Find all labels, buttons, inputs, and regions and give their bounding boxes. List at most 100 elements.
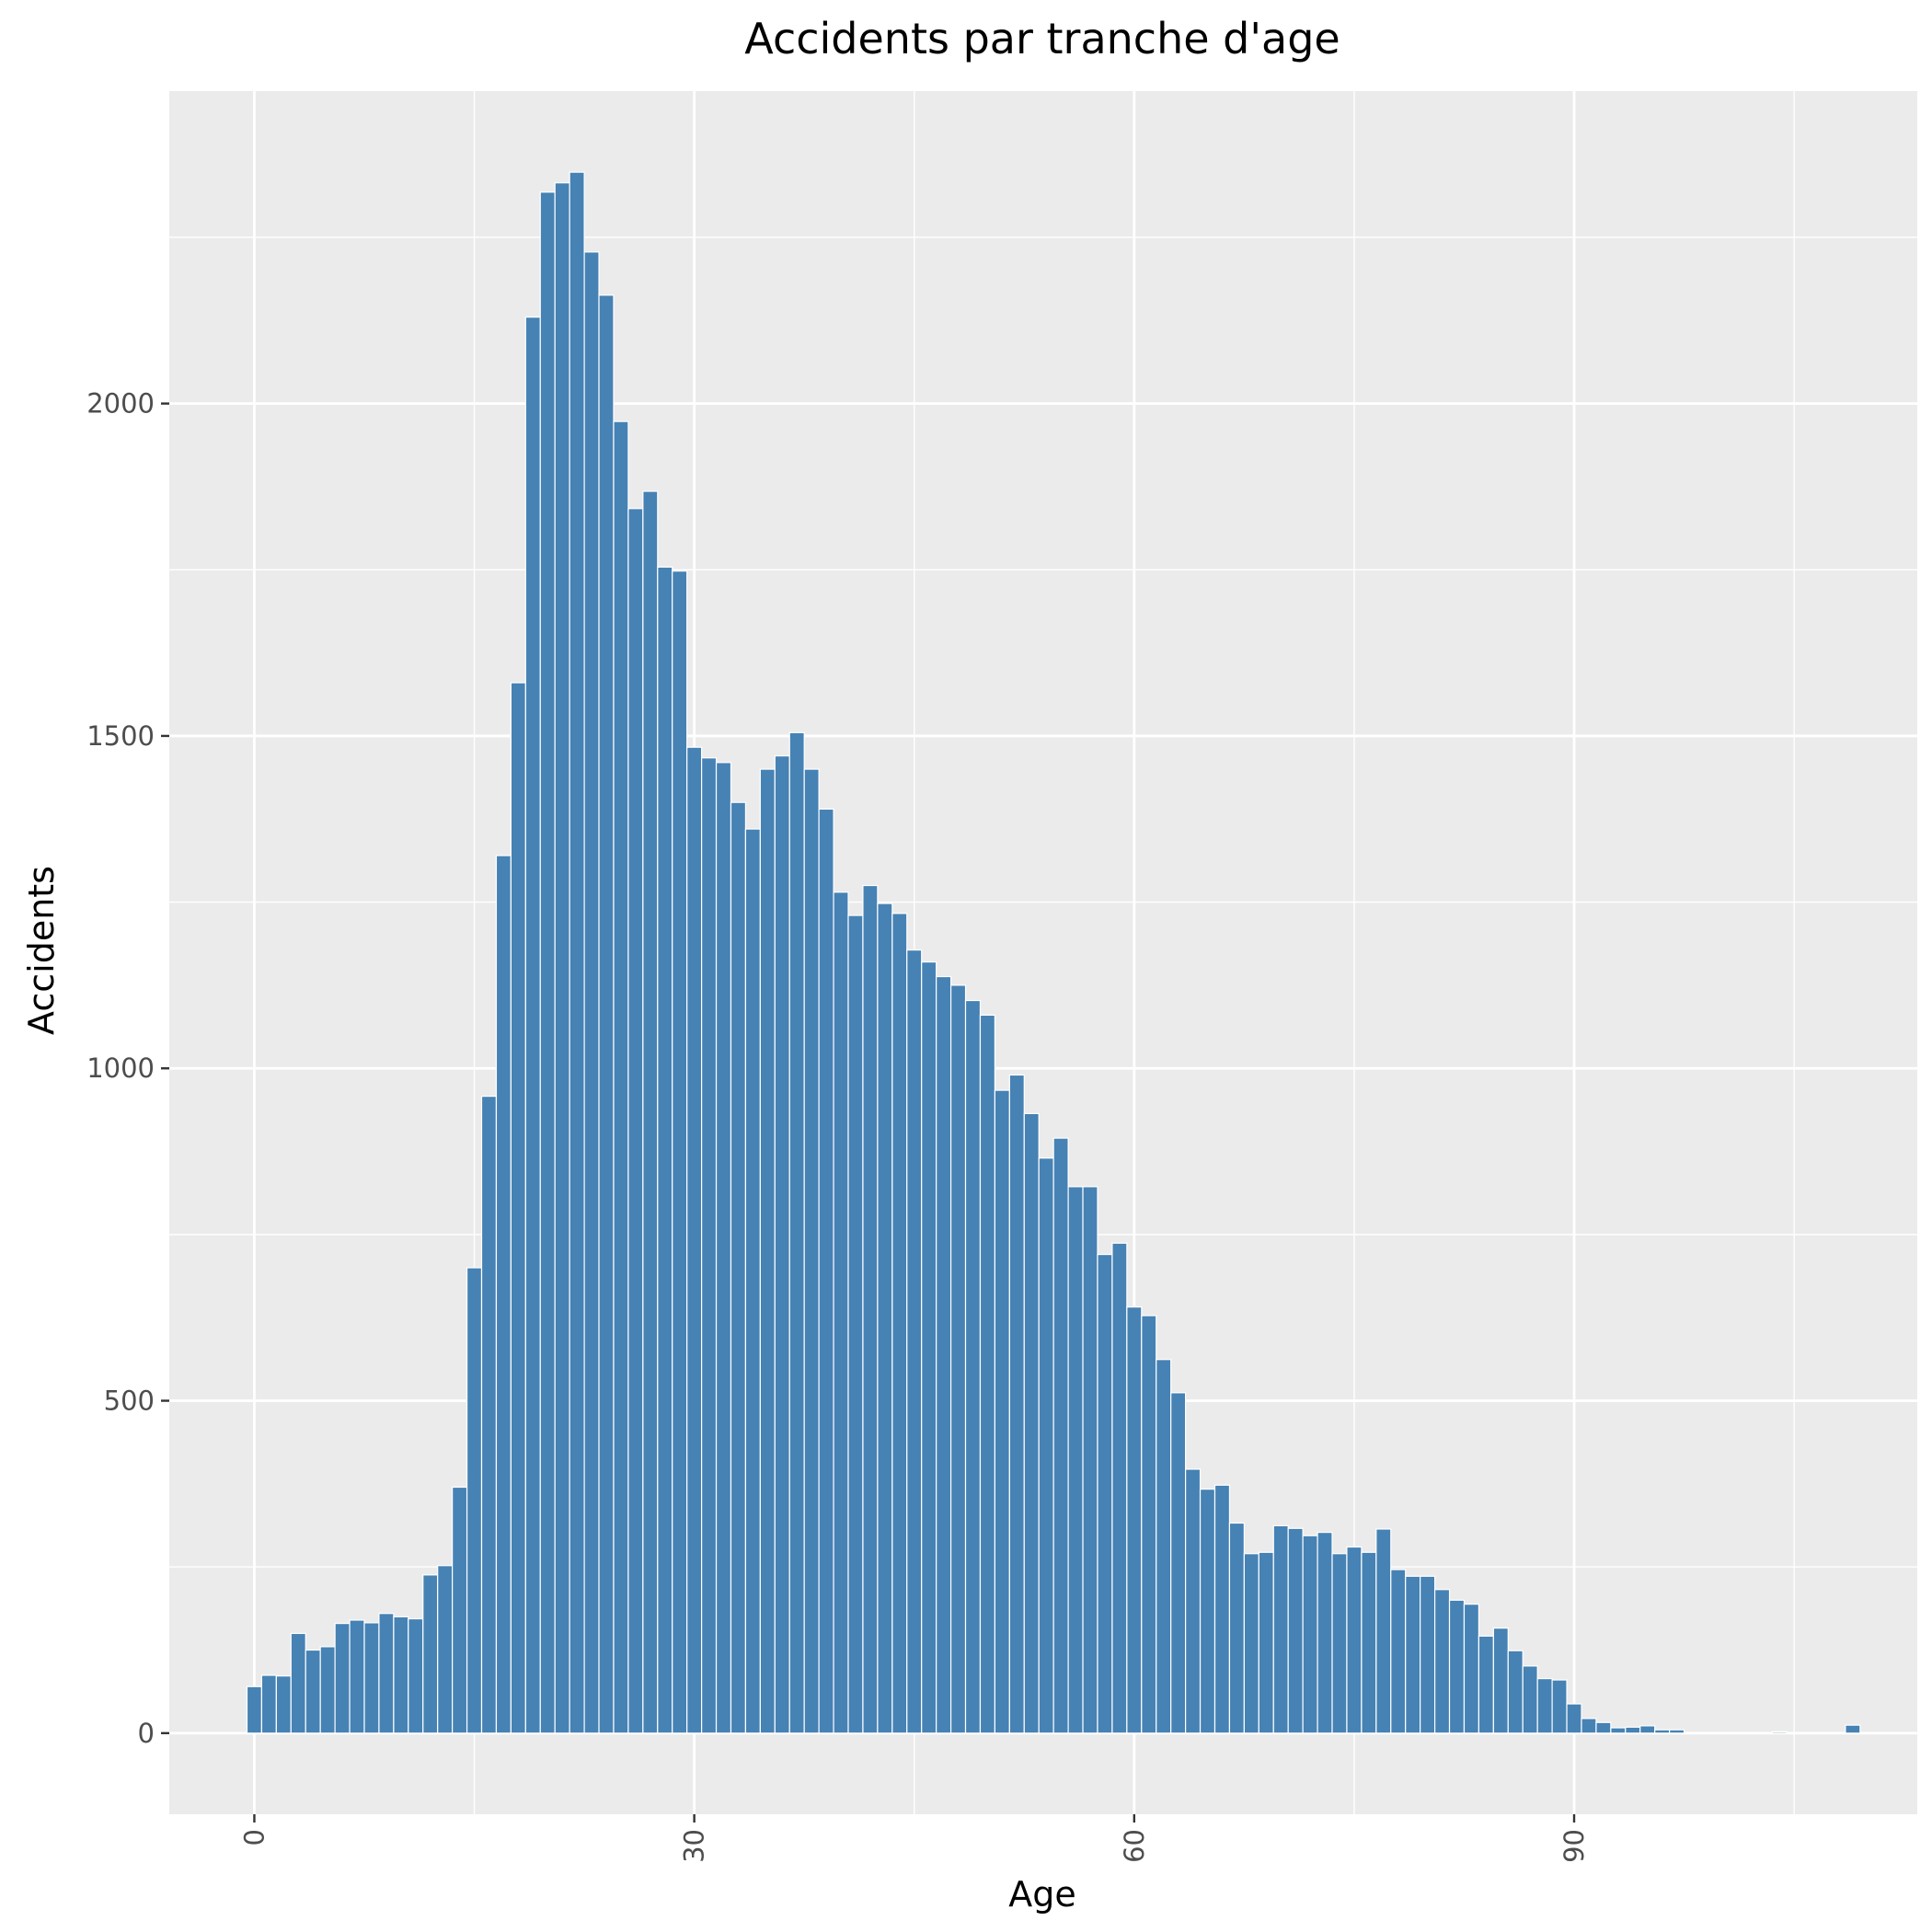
y-tick-label: 1000 [86, 1052, 155, 1084]
y-tick-label: 500 [104, 1386, 155, 1417]
histogram-bar [1551, 1679, 1568, 1734]
histogram-bar [1420, 1575, 1436, 1734]
chart-title: Accidents par tranche d'age [744, 14, 1340, 63]
histogram-bar [1346, 1546, 1363, 1734]
histogram-bar [833, 891, 849, 1734]
histogram-bar [1361, 1551, 1377, 1734]
histogram-bar [1845, 1724, 1861, 1734]
histogram-bar [378, 1613, 395, 1734]
y-axis-title: Accidents [21, 866, 62, 1035]
histogram-bar [1243, 1553, 1259, 1734]
histogram-bar [862, 884, 879, 1734]
histogram-bar [891, 913, 908, 1734]
histogram-bar [1038, 1157, 1054, 1734]
y-tick-label: 0 [138, 1718, 155, 1749]
histogram-bar [701, 757, 718, 1734]
histogram-bar [1023, 1112, 1040, 1734]
histogram-bar [1141, 1315, 1157, 1734]
histogram-bar [1390, 1569, 1407, 1734]
histogram-bar [906, 949, 923, 1734]
histogram-bar [1067, 1186, 1084, 1734]
histogram-bar [1492, 1627, 1509, 1734]
histogram-bar [393, 1616, 409, 1734]
histogram-bar [730, 801, 747, 1734]
histogram-bar [672, 570, 688, 1734]
x-tick-label: 30 [679, 1829, 710, 1863]
histogram-bar [642, 490, 659, 1734]
histogram-bar [1331, 1553, 1348, 1734]
histogram-bar [1463, 1604, 1480, 1734]
histogram-bar [613, 420, 629, 1734]
y-tick-label: 1500 [86, 720, 155, 752]
histogram-bar [466, 1267, 483, 1734]
histogram-bar [539, 191, 556, 1734]
y-tick-label: 2000 [86, 388, 155, 420]
histogram-bar [510, 682, 526, 1734]
histogram-bar [1595, 1721, 1612, 1734]
histogram-bar [1228, 1522, 1245, 1734]
histogram-bar [1669, 1729, 1685, 1734]
histogram-bar [554, 182, 570, 1734]
histogram-bar [1712, 1731, 1729, 1734]
histogram-bar [495, 855, 512, 1734]
histogram-bar [583, 251, 600, 1734]
histogram-bar [1052, 1137, 1069, 1734]
histogram-bar [1639, 1725, 1656, 1734]
histogram-bar [1830, 1731, 1846, 1734]
histogram-bar [480, 1095, 498, 1734]
histogram-bar [319, 1646, 336, 1734]
histogram-bar [1185, 1468, 1202, 1734]
histogram-bar [334, 1623, 351, 1734]
histogram-bar [1654, 1729, 1671, 1734]
histogram-bar [1625, 1726, 1641, 1734]
x-tick-label: 0 [238, 1829, 270, 1846]
histogram-bar [452, 1486, 468, 1734]
x-axis-title: Age [1008, 1874, 1076, 1915]
histogram-bar [569, 171, 585, 1734]
x-axis: 0 30 60 90 [238, 1814, 1590, 1863]
histogram-bar [363, 1622, 380, 1734]
x-tick-label: 90 [1558, 1829, 1590, 1863]
histogram-bar [1405, 1575, 1421, 1734]
histogram-bar [1272, 1524, 1289, 1734]
histogram-bar [979, 1014, 995, 1734]
histogram-bar [246, 1685, 263, 1734]
histogram-bar [1111, 1242, 1128, 1734]
histogram-bar [847, 914, 864, 1734]
histogram-bar [1566, 1703, 1582, 1734]
histogram-bar [1800, 1731, 1817, 1734]
histogram-bar [1815, 1731, 1832, 1734]
histogram-bar [524, 316, 541, 1734]
histogram-bar [1697, 1731, 1715, 1734]
histogram-bar [422, 1574, 439, 1734]
histogram-bar [759, 768, 776, 1734]
histogram-bar [598, 294, 615, 1734]
histogram-bar [686, 746, 703, 1734]
histogram-bar [275, 1675, 292, 1734]
histogram-bar [1082, 1186, 1098, 1734]
histogram-bar [1536, 1677, 1553, 1734]
histogram-bar [260, 1674, 277, 1734]
histogram-bar [774, 755, 790, 1734]
histogram-bar [715, 762, 732, 1734]
histogram-bar [1156, 1359, 1172, 1734]
histogram-bar [408, 1617, 424, 1734]
histogram-bar [949, 984, 967, 1734]
histogram-bar [1375, 1528, 1392, 1734]
histogram-bar [744, 828, 761, 1734]
histogram-bar [1258, 1551, 1274, 1734]
histogram-bar [305, 1649, 321, 1734]
histogram-bar [803, 768, 820, 1734]
histogram-bar [1742, 1731, 1758, 1734]
y-axis: 0 500 1000 1500 2000 [86, 388, 169, 1749]
bar-series [246, 171, 1861, 1734]
histogram-bar [877, 903, 893, 1734]
histogram-bar [1126, 1306, 1143, 1734]
histogram-bar [1008, 1074, 1025, 1734]
histogram-bar [1287, 1527, 1304, 1734]
histogram-bar [1581, 1718, 1597, 1734]
histogram-bar [921, 961, 937, 1734]
histogram-bar [349, 1619, 365, 1734]
histogram-bar [1478, 1635, 1494, 1734]
